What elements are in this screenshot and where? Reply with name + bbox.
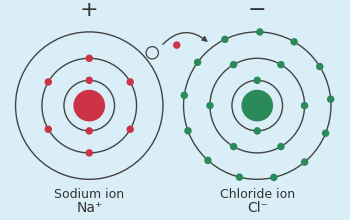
Text: Cl⁻: Cl⁻ (247, 201, 268, 215)
Ellipse shape (85, 149, 93, 157)
Ellipse shape (44, 78, 52, 86)
Ellipse shape (322, 129, 329, 137)
Text: +: + (80, 0, 99, 20)
Ellipse shape (44, 125, 52, 133)
Ellipse shape (277, 143, 285, 150)
Ellipse shape (270, 174, 278, 181)
Ellipse shape (85, 127, 93, 135)
Ellipse shape (181, 92, 188, 99)
Ellipse shape (290, 38, 298, 46)
Ellipse shape (327, 95, 334, 103)
Ellipse shape (85, 77, 93, 84)
Ellipse shape (126, 78, 134, 86)
Ellipse shape (126, 125, 134, 133)
Ellipse shape (230, 143, 237, 150)
Text: Chloride ion: Chloride ion (220, 188, 295, 201)
Ellipse shape (301, 158, 308, 166)
Text: Na⁺: Na⁺ (76, 201, 102, 215)
Ellipse shape (253, 77, 261, 84)
Ellipse shape (256, 28, 264, 36)
Ellipse shape (253, 127, 261, 135)
Ellipse shape (221, 36, 229, 43)
Text: −: − (248, 0, 267, 20)
Ellipse shape (194, 59, 201, 66)
Ellipse shape (85, 55, 93, 62)
Text: Sodium ion: Sodium ion (54, 188, 124, 201)
Ellipse shape (206, 102, 214, 109)
Ellipse shape (236, 173, 243, 181)
Ellipse shape (173, 41, 181, 49)
Ellipse shape (277, 61, 285, 68)
Ellipse shape (241, 90, 273, 121)
Ellipse shape (230, 61, 237, 68)
Ellipse shape (74, 90, 105, 121)
Ellipse shape (316, 63, 323, 70)
Ellipse shape (301, 102, 308, 109)
Ellipse shape (204, 157, 212, 164)
Ellipse shape (184, 127, 192, 135)
